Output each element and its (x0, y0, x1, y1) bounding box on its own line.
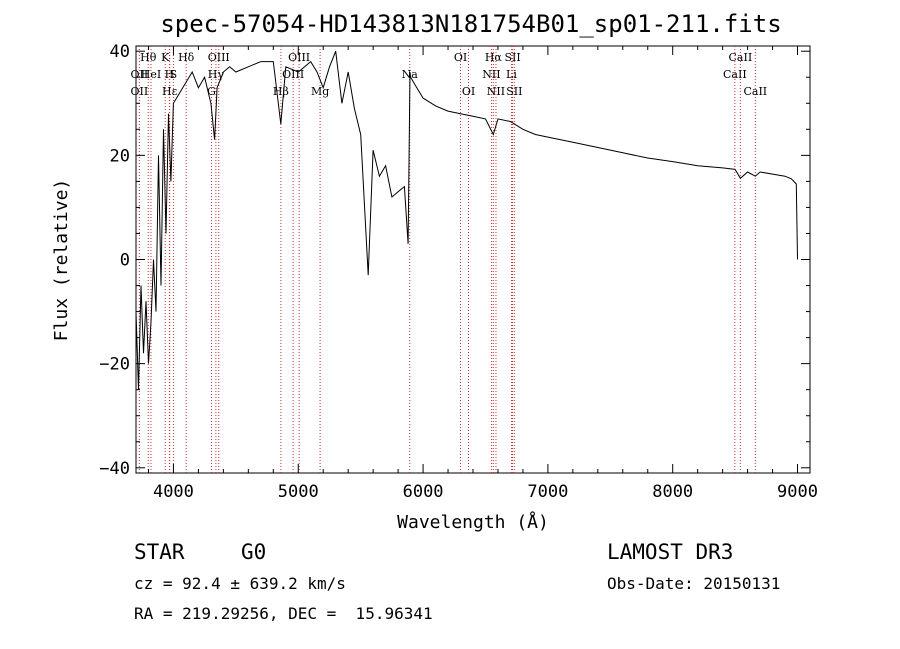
line-label-2: OII (131, 85, 149, 98)
x-tick-label: 8000 (652, 482, 693, 502)
y-tick-label: 40 (110, 42, 130, 62)
y-tick-label: −40 (99, 459, 130, 479)
object-subclass: G0 (241, 540, 267, 564)
x-tick-label: 6000 (403, 482, 444, 502)
redshift-cz: cz = 92.4 ± 639.2 km/s (134, 574, 346, 593)
line-label-4: K (161, 51, 170, 64)
spectrum-line (135, 51, 798, 390)
line-label-5: H (165, 68, 175, 81)
line-label-1: OII (131, 68, 149, 81)
line-label-9: Hγ (208, 68, 225, 81)
line-label-14: OIII (288, 51, 310, 64)
y-axis-label: Flux (relative) (51, 179, 72, 342)
y-tick-label: −20 (99, 355, 130, 375)
object-class: STAR (134, 540, 185, 564)
chart-title: spec-57054-HD143813N181754B01_sp01-211.f… (160, 10, 781, 38)
line-label-10: OIII (208, 51, 230, 64)
x-tick-label: 9000 (777, 482, 818, 502)
line-label-12: Hβ (273, 85, 289, 98)
line-label-15: Mg (311, 85, 329, 98)
line-label-24: SII (506, 85, 522, 98)
line-label-19: Hα (485, 51, 503, 64)
line-label-7: Hδ (178, 51, 195, 64)
line-label-20: NII (482, 68, 500, 81)
survey-name: LAMOST DR3 (607, 540, 734, 564)
x-axis-ticks: 4000 5000 6000 7000 8000 9000 (147, 46, 818, 502)
x-tick-label: 7000 (527, 482, 568, 502)
line-label-3: HeI (141, 68, 161, 81)
line-label-26: CaII (723, 68, 747, 81)
line-label-8: S (170, 68, 178, 81)
x-axis-label: Wavelength (Å) (397, 511, 549, 533)
line-label-11: G (207, 85, 216, 98)
line-label-25: CaII (729, 51, 753, 64)
y-axis-ticks: −40 −20 0 20 40 (99, 42, 810, 479)
line-label-18: OI (462, 85, 475, 98)
observation-date: Obs-Date: 20150131 (607, 574, 781, 593)
line-label-17: OI (454, 51, 467, 64)
line-label-0: Hθ (140, 51, 157, 64)
x-tick-label: 5000 (278, 482, 319, 502)
y-tick-label: 0 (120, 251, 130, 271)
line-label-23: Li (506, 68, 517, 81)
plot-frame (135, 45, 811, 474)
y-tick-label: 20 (110, 146, 130, 166)
spectral-line-markers (138, 46, 756, 473)
ra-dec: RA = 219.29256, DEC = 15.96341 (134, 604, 433, 623)
line-label-22: SII (504, 51, 520, 64)
line-label-21: NII (487, 85, 505, 98)
x-tick-label: 4000 (153, 482, 194, 502)
line-label-6: Hε (162, 85, 178, 98)
line-label-27: CaII (743, 85, 767, 98)
